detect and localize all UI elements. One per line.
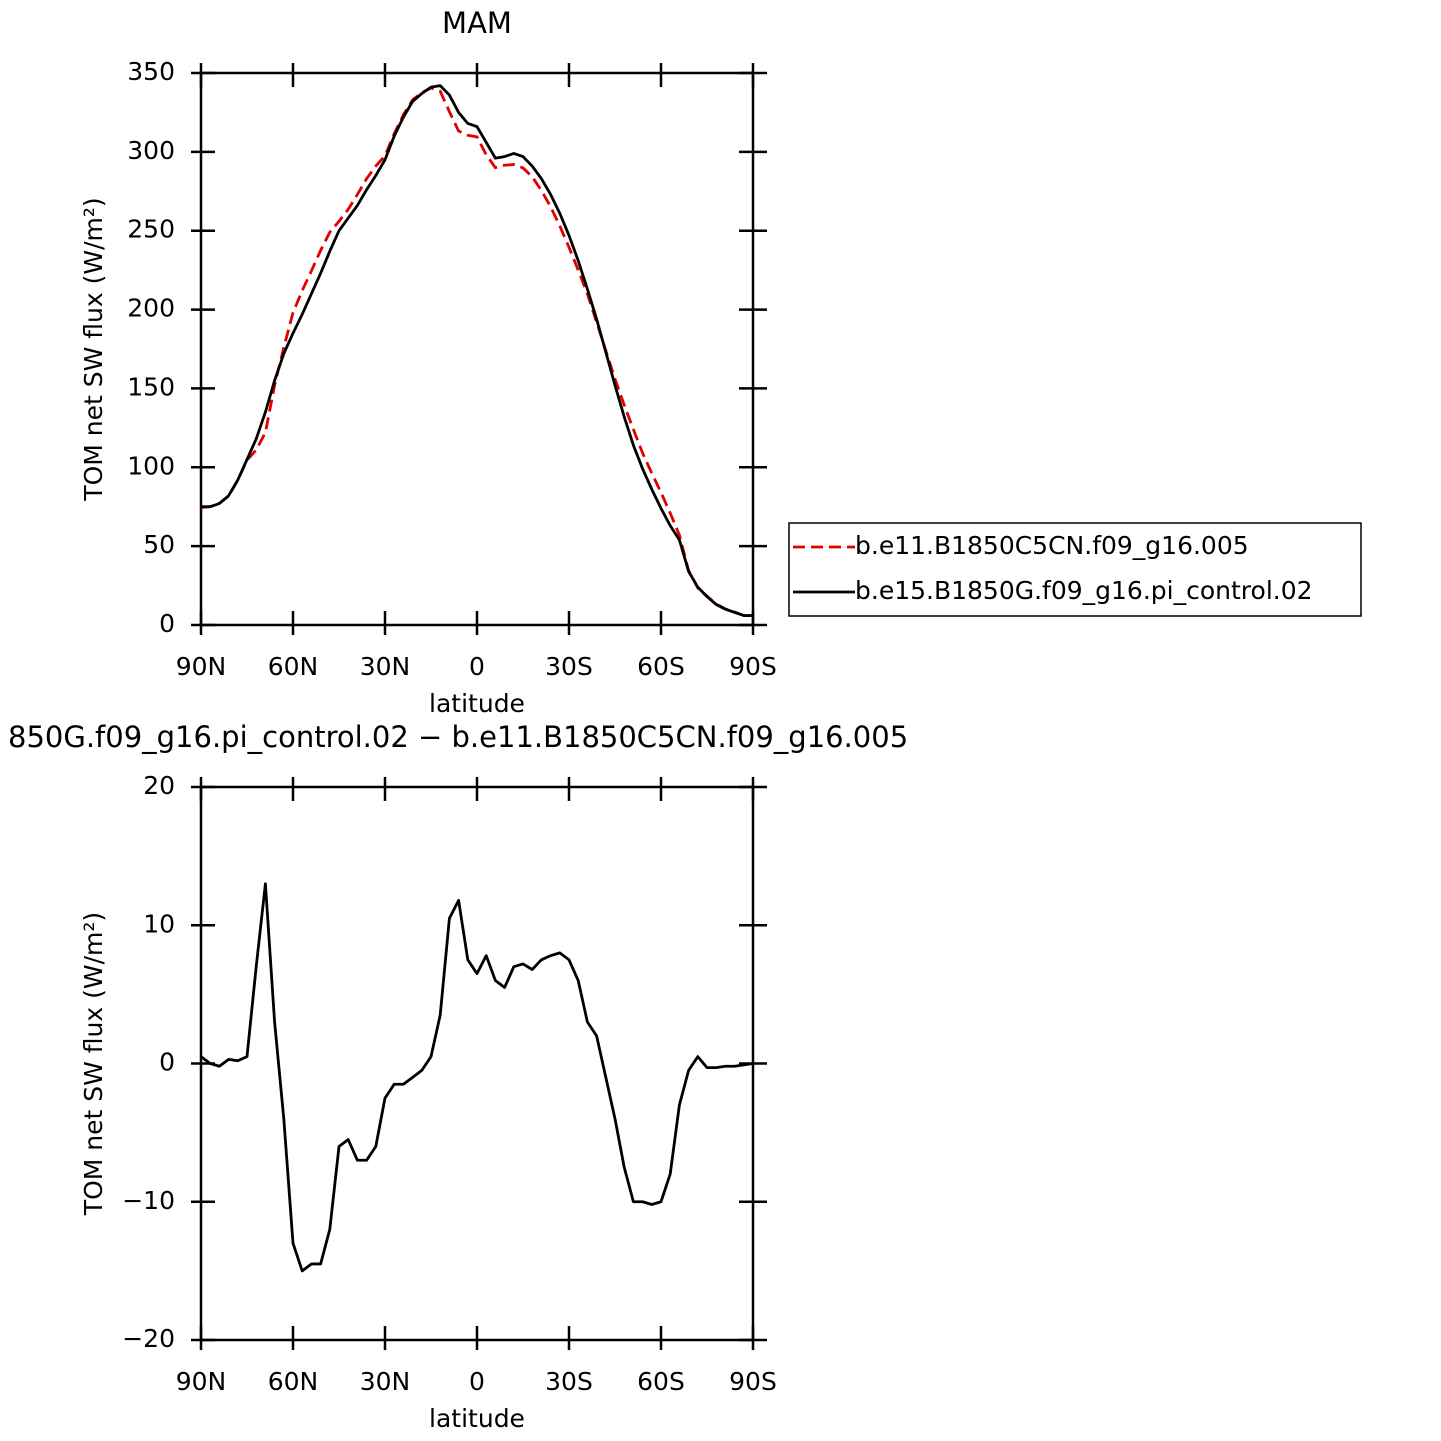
y-tick-label: 50: [143, 530, 175, 559]
chart-title: 850G.f09_g16.pi_control.02 − b.e11.B1850…: [8, 720, 908, 754]
x-tick-label: 90S: [729, 652, 777, 681]
x-tick-label: 90N: [176, 652, 227, 681]
y-axis-label: TOM net SW flux (W/m²): [79, 197, 108, 501]
x-tick-label: 0: [469, 1367, 485, 1396]
data-line: [201, 84, 753, 617]
y-tick-label: 350: [127, 57, 175, 86]
y-axis-label: TOM net SW flux (W/m²): [79, 912, 108, 1216]
y-tick-label: −20: [122, 1324, 175, 1353]
plot-frame: [199, 71, 755, 627]
data-line: [200, 86, 754, 617]
x-tick-label: 90N: [176, 1367, 227, 1396]
legend-label: b.e15.B1850G.f09_g16.pi_control.02: [855, 576, 1313, 605]
y-tick-label: 150: [127, 372, 175, 401]
y-tick-label: 100: [127, 451, 175, 480]
x-tick-label: 30S: [545, 1367, 593, 1396]
x-tick-label: 60S: [637, 652, 685, 681]
y-tick-label: 0: [159, 609, 175, 638]
x-tick-label: 30N: [360, 1367, 411, 1396]
x-tick-label: 30S: [545, 652, 593, 681]
y-tick-label: 300: [127, 136, 175, 165]
legend-label: b.e11.B1850C5CN.f09_g16.005: [855, 531, 1249, 560]
x-axis-label: latitude: [429, 689, 525, 718]
x-tick-label: 60S: [637, 1367, 685, 1396]
x-axis-label: latitude: [429, 1404, 525, 1433]
y-tick-label: 200: [127, 294, 175, 323]
y-tick-label: 10: [143, 909, 175, 938]
x-tick-label: 60N: [268, 1367, 319, 1396]
legend-box: [788, 522, 1362, 617]
x-tick-label: 60N: [268, 652, 319, 681]
plot-frame: [199, 785, 755, 1342]
y-tick-label: 0: [159, 1048, 175, 1077]
x-tick-label: 90S: [729, 1367, 777, 1396]
y-tick-label: −10: [122, 1186, 175, 1215]
x-tick-label: 30N: [360, 652, 411, 681]
y-tick-label: 250: [127, 215, 175, 244]
y-tick-label: 20: [143, 771, 175, 800]
chart-title: MAM: [442, 6, 512, 40]
x-tick-label: 0: [469, 652, 485, 681]
data-line: [200, 882, 754, 1273]
